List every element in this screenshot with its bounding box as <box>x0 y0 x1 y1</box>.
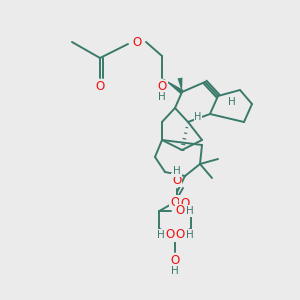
Text: O: O <box>170 254 180 268</box>
Text: H: H <box>173 166 181 176</box>
Text: H: H <box>185 230 193 240</box>
Text: O: O <box>172 173 181 187</box>
Text: O: O <box>95 80 105 94</box>
Text: O: O <box>176 229 185 242</box>
Polygon shape <box>178 78 182 92</box>
Text: H: H <box>158 92 166 102</box>
Text: H: H <box>228 97 236 107</box>
Text: H: H <box>171 266 179 276</box>
Text: O: O <box>176 205 185 218</box>
Text: O: O <box>165 229 174 242</box>
Text: O: O <box>170 196 180 208</box>
Text: H: H <box>194 112 202 122</box>
Text: O: O <box>158 80 166 94</box>
Text: O: O <box>180 197 189 210</box>
Text: H: H <box>185 206 193 216</box>
Text: O: O <box>132 35 142 49</box>
Polygon shape <box>162 78 183 94</box>
Text: H: H <box>157 230 164 240</box>
